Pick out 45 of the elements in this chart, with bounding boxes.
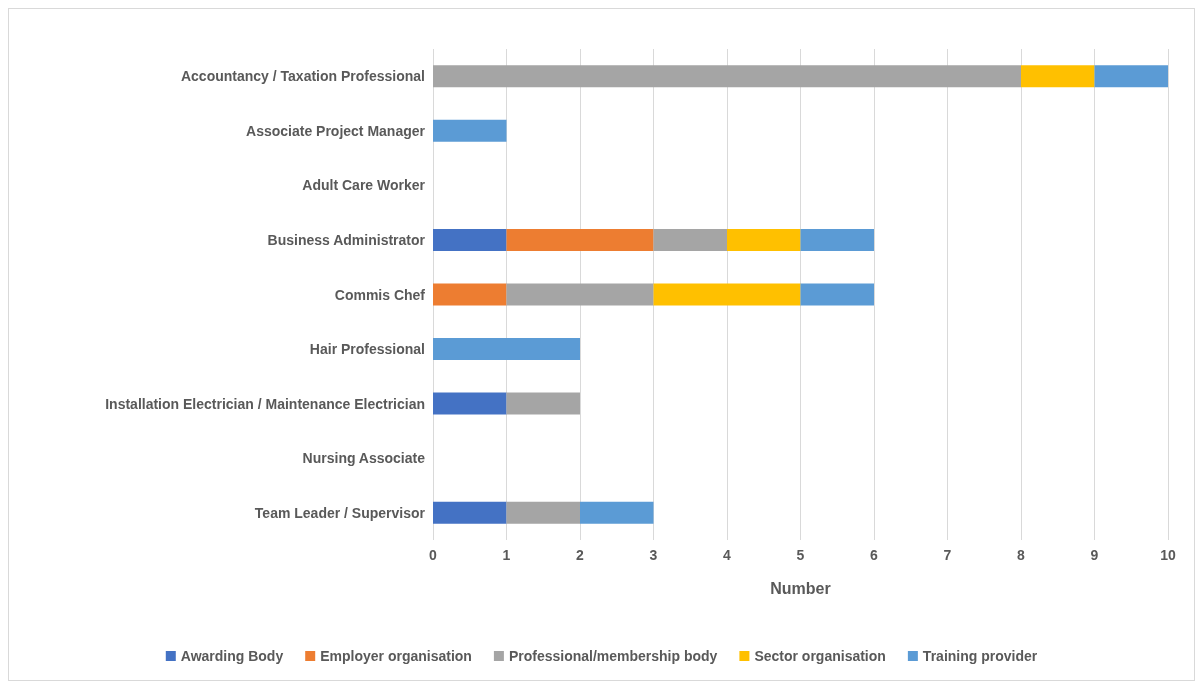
x-tick-label: 2 (576, 547, 585, 563)
bar (653, 228, 727, 251)
y-tick-label: Hair Professional (309, 341, 425, 358)
x-axis-title: Number (770, 579, 831, 597)
bar (433, 283, 507, 306)
legend-label: Sector organisation (754, 648, 886, 664)
y-tick-label: Business Administrator (267, 231, 426, 248)
bar (433, 119, 507, 142)
bar (506, 501, 580, 524)
bar (506, 228, 654, 251)
x-tick-label: 8 (1017, 547, 1026, 563)
bar (506, 392, 580, 415)
bar (506, 283, 654, 306)
x-tick-label: 1 (502, 547, 511, 563)
bar (800, 283, 874, 306)
x-tick-label: 4 (723, 547, 732, 563)
bar (580, 501, 654, 524)
bar (1021, 65, 1095, 88)
legend-label: Training provider (922, 648, 1038, 664)
bar (433, 501, 507, 524)
x-tick-label: 3 (649, 547, 658, 563)
bar (433, 228, 507, 251)
bar (1094, 65, 1168, 88)
bar (433, 338, 580, 361)
y-tick-label: Nursing Associate (302, 450, 426, 467)
bar (433, 392, 507, 415)
bar (800, 228, 874, 251)
x-tick-label: 9 (1090, 547, 1099, 563)
bar (727, 228, 801, 251)
bar (653, 283, 801, 306)
legend-label: Employer organisation (320, 648, 472, 664)
y-tick-label: Associate Project Manager (246, 122, 426, 139)
y-tick-label: Commis Chef (334, 286, 426, 303)
y-tick-label: Accountancy / Taxation Professional (180, 68, 425, 85)
y-tick-label: Adult Care Worker (302, 177, 426, 194)
x-tick-label: 7 (943, 547, 952, 563)
bar (433, 65, 1021, 88)
legend-label: Awarding Body (180, 648, 284, 664)
x-tick-label: 5 (796, 547, 805, 563)
y-tick-label: Team Leader / Supervisor (254, 504, 426, 521)
x-tick-label: 6 (870, 547, 879, 563)
y-tick-label: Installation Electrician / Maintenance Electrician (105, 395, 425, 412)
x-tick-label: 0 (429, 547, 438, 563)
legend-label: Professional/membership body (508, 648, 718, 664)
x-tick-label: 10 (1160, 547, 1176, 563)
